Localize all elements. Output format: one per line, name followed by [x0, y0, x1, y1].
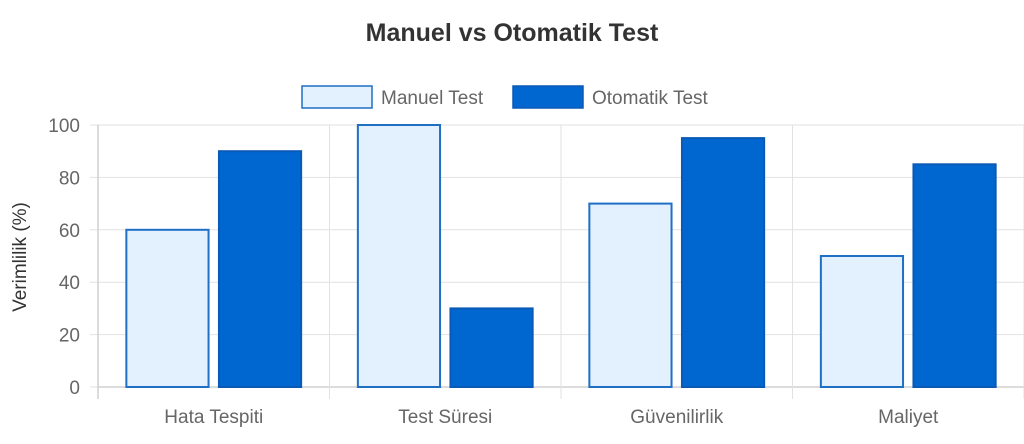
y-tick-label: 60 — [59, 221, 80, 242]
y-axis-label: Verimlilik (%) — [10, 202, 31, 312]
legend-swatch-otomatik — [512, 85, 584, 109]
bar-otomatik-0[interactable] — [217, 150, 303, 388]
legend: Manuel Test Otomatik Test — [301, 85, 709, 109]
x-tick-label: Hata Tespiti — [164, 407, 263, 428]
y-tick-label: 0 — [69, 378, 80, 399]
bar-manuel-0[interactable] — [125, 228, 210, 388]
x-axis-ticks: Hata Tespiti Test Süresi Güvenilirlik Maliy… — [164, 407, 939, 428]
legend-label-otomatik: Otomatik Test — [592, 88, 709, 109]
x-tick-label: Güvenilirlik — [630, 407, 723, 428]
legend-label-manuel: Manuel Test — [381, 88, 484, 109]
bar-manuel-1[interactable] — [356, 124, 442, 388]
bars — [125, 124, 997, 388]
y-tick-label: 20 — [59, 326, 80, 347]
y-axis-ticks: 0 20 40 60 80 100 — [48, 116, 80, 399]
bar-manuel-3[interactable] — [819, 255, 905, 388]
bar-otomatik-2[interactable] — [680, 137, 766, 388]
legend-swatch-manuel — [301, 85, 373, 109]
bar-otomatik-3[interactable] — [912, 163, 997, 388]
bar-otomatik-1[interactable] — [449, 307, 534, 388]
legend-item-manuel[interactable]: Manuel Test — [301, 85, 484, 109]
bar-manuel-2[interactable] — [588, 202, 673, 388]
x-tick-label: Maliyet — [878, 407, 939, 428]
chart-title: Manuel vs Otomatik Test — [366, 19, 659, 47]
y-tick-label: 40 — [59, 273, 80, 294]
x-tick-label: Test Süresi — [398, 407, 492, 428]
y-tick-label: 80 — [59, 168, 80, 189]
y-tick-label: 100 — [48, 116, 80, 137]
legend-item-otomatik[interactable]: Otomatik Test — [512, 85, 709, 109]
